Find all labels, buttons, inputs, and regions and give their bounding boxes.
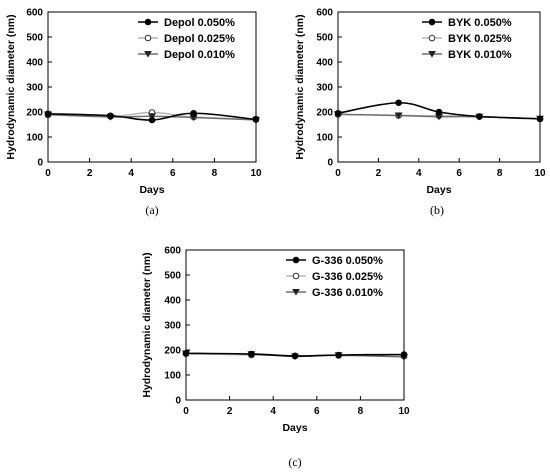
x-tick-label: 2 [376,168,382,179]
data-point-series-1 [248,350,255,358]
x-tick-label: 2 [87,168,93,179]
y-tick-label: 600 [26,8,43,19]
legend-marker-3 [144,50,152,58]
y-tick-label: 100 [26,133,43,144]
y-axis-title: Hydrodynamic diameter (nm) [294,14,306,159]
data-point-series-1 [44,110,52,118]
legend-label-2: G-336 0.025% [312,271,383,283]
panel-caption: (b) [430,203,444,217]
y-tick-label: 300 [26,83,43,94]
data-point-series-1 [435,108,443,116]
legend-label-3: G-336 0.010% [312,287,383,299]
y-axis-title: Hydrodynamic diameter (nm) [5,14,17,159]
x-tick-label: 10 [534,168,546,179]
y-tick-label: 600 [164,246,181,257]
data-point-series-1 [148,116,156,124]
y-tick-label: 500 [316,33,333,44]
x-tick-label: 6 [456,168,462,179]
chart-panel-1: 0 100 200 300 400 500 600 0 2 4 6 8 10 Days Hydrodynam… [5,8,262,218]
y-tick-label: 200 [26,108,43,119]
x-tick-label: 4 [270,406,276,417]
data-point-series-1 [400,351,408,358]
data-point-series-1 [182,349,190,357]
legend-marker-1 [428,18,436,26]
y-tick-label: 400 [316,58,333,69]
panel-caption: (a) [145,203,158,217]
y-tick-label: 0 [37,158,43,169]
x-tick-label: 6 [314,406,320,417]
legend-marker-2 [428,34,436,42]
legend-label-1: BYK 0.050% [448,17,512,29]
x-tick-label: 10 [398,406,410,417]
legend-label-2: BYK 0.025% [448,33,512,45]
legend-label-3: Depol 0.010% [164,49,235,61]
x-tick-label: 2 [227,406,233,417]
legend-marker-3 [292,288,300,296]
y-tick-label: 100 [316,133,333,144]
x-tick-label: 8 [358,406,364,417]
legend-marker-2 [144,34,152,42]
legend-marker-1 [292,256,300,264]
chart-panel-3: 0 100 200 300 400 500 600 0 2 4 6 8 10 Days Hydrodynam… [141,246,410,470]
legend-label-1: G-336 0.050% [312,255,383,267]
chart-panel-2: 0 100 200 300 400 500 600 0 2 4 6 8 10 Days Hydrodynam… [294,8,546,218]
x-tick-label: 4 [128,168,134,179]
data-point-series-1 [190,109,197,117]
x-tick-label: 6 [170,168,176,179]
x-axis-title: Days [426,184,451,196]
y-tick-label: 500 [26,33,43,44]
data-point-series-1 [291,352,299,360]
x-axis-title: Days [139,184,164,196]
data-point-series-1 [107,112,114,120]
y-tick-label: 300 [164,321,181,332]
legend-marker-3 [428,50,436,58]
y-tick-label: 200 [164,346,181,357]
legend-label-2: Depol 0.025% [164,33,235,45]
y-tick-label: 100 [164,371,181,382]
data-point-series-1 [395,99,402,107]
x-tick-label: 0 [183,406,189,417]
legend-label-3: BYK 0.010% [448,49,512,61]
data-point-series-3 [394,112,403,120]
x-tick-label: 10 [250,168,262,179]
x-tick-label: 0 [335,168,341,179]
y-tick-label: 0 [327,158,333,169]
y-axis-title: Hydrodynamic diameter (nm) [141,252,153,397]
data-point-series-1 [476,113,483,120]
y-tick-label: 0 [175,396,181,407]
y-tick-label: 300 [316,83,333,94]
data-point-series-1 [334,109,342,117]
y-tick-label: 400 [164,296,181,307]
y-tick-label: 400 [26,58,43,69]
y-tick-label: 500 [164,271,181,282]
y-tick-label: 200 [316,108,333,119]
legend-marker-2 [292,272,300,280]
data-point-series-3 [148,113,156,120]
x-tick-label: 4 [416,168,422,179]
legend-marker-1 [144,18,152,26]
data-point-series-1 [335,351,342,359]
data-point-series-1 [536,115,544,123]
x-tick-label: 8 [212,168,218,179]
x-tick-label: 8 [497,168,503,179]
x-tick-label: 0 [45,168,51,179]
data-point-series-1 [252,116,260,123]
legend-label-1: Depol 0.050% [164,17,235,29]
panel-caption: (c) [288,455,301,469]
x-axis-title: Days [282,422,307,434]
y-tick-label: 600 [316,8,333,19]
